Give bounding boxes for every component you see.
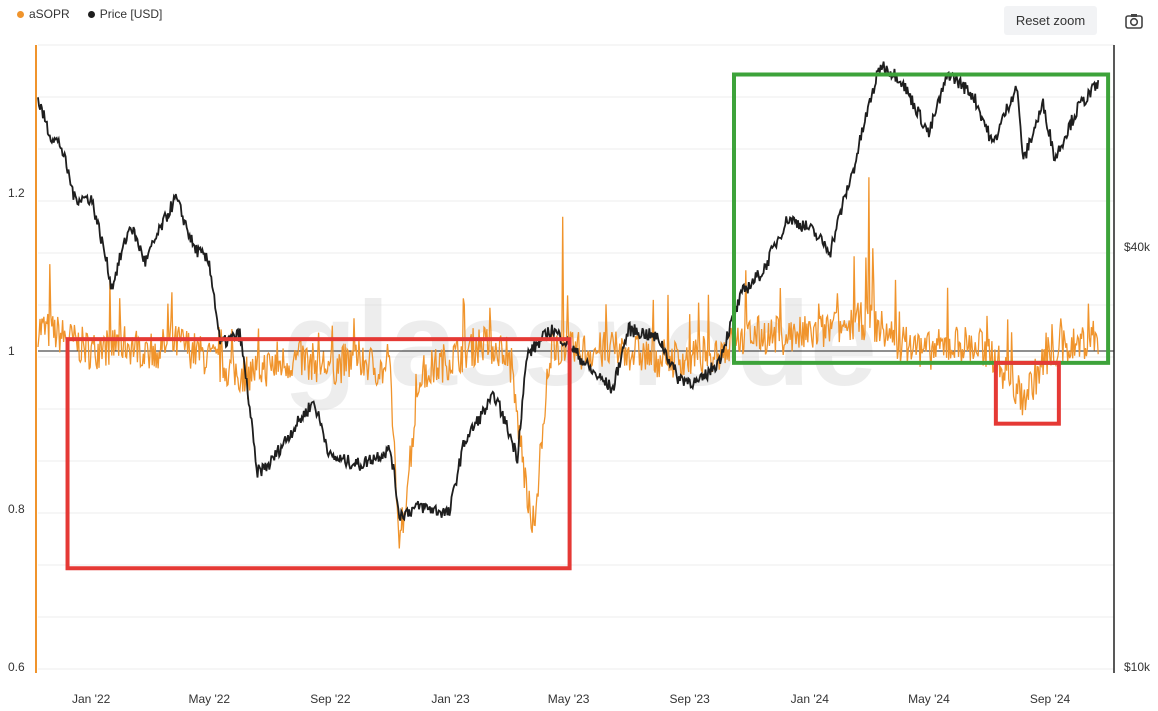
highlight-box-green: [732, 72, 1111, 365]
y-left-tick-label: 0.6: [8, 660, 25, 674]
asopr-legend-dot-icon: [17, 10, 24, 18]
x-tick-label: May '23: [548, 692, 590, 706]
camera-icon[interactable]: [1124, 12, 1144, 30]
chart-grid: [38, 44, 1114, 670]
y-left-tick-label: 1: [8, 344, 15, 358]
watermark: glassnode: [283, 277, 877, 411]
legend-item-asopr[interactable]: aSOPR: [17, 7, 70, 21]
x-tick-label: May '22: [188, 692, 230, 706]
x-tick-label: Sep '23: [670, 692, 711, 706]
y-right-tick-label: $10k: [1124, 660, 1151, 674]
legend-label-price: Price [USD]: [99, 7, 163, 21]
highlight-box-red: [65, 337, 572, 571]
asopr-line: [37, 177, 1099, 549]
legend-label-asopr: aSOPR: [29, 7, 70, 21]
x-tick-label: May '24: [908, 692, 950, 706]
chart-legend: aSOPR Price [USD]: [17, 7, 162, 21]
reset-zoom-button[interactable]: Reset zoom: [1004, 6, 1097, 35]
legend-item-price[interactable]: Price [USD]: [87, 7, 163, 21]
highlight-box-red: [993, 360, 1061, 426]
y-left-tick-label: 1.2: [8, 186, 25, 200]
y-left-tick-label: 0.8: [8, 502, 25, 516]
chart-axes: 0.6 0.8 1 1.2 $10k $40k Jan '22 May '22 Sep '22 J…: [8, 45, 1151, 706]
x-tick-label: Jan '24: [791, 692, 830, 706]
y-right-tick-label: $40k: [1124, 240, 1151, 254]
x-tick-label: Sep '22: [310, 692, 351, 706]
highlight-boxes: [65, 72, 1111, 571]
x-tick-label: Sep '24: [1030, 692, 1071, 706]
x-tick-label: Jan '23: [431, 692, 470, 706]
x-tick-label: Jan '22: [72, 692, 111, 706]
price-legend-dot-icon: [87, 10, 95, 18]
